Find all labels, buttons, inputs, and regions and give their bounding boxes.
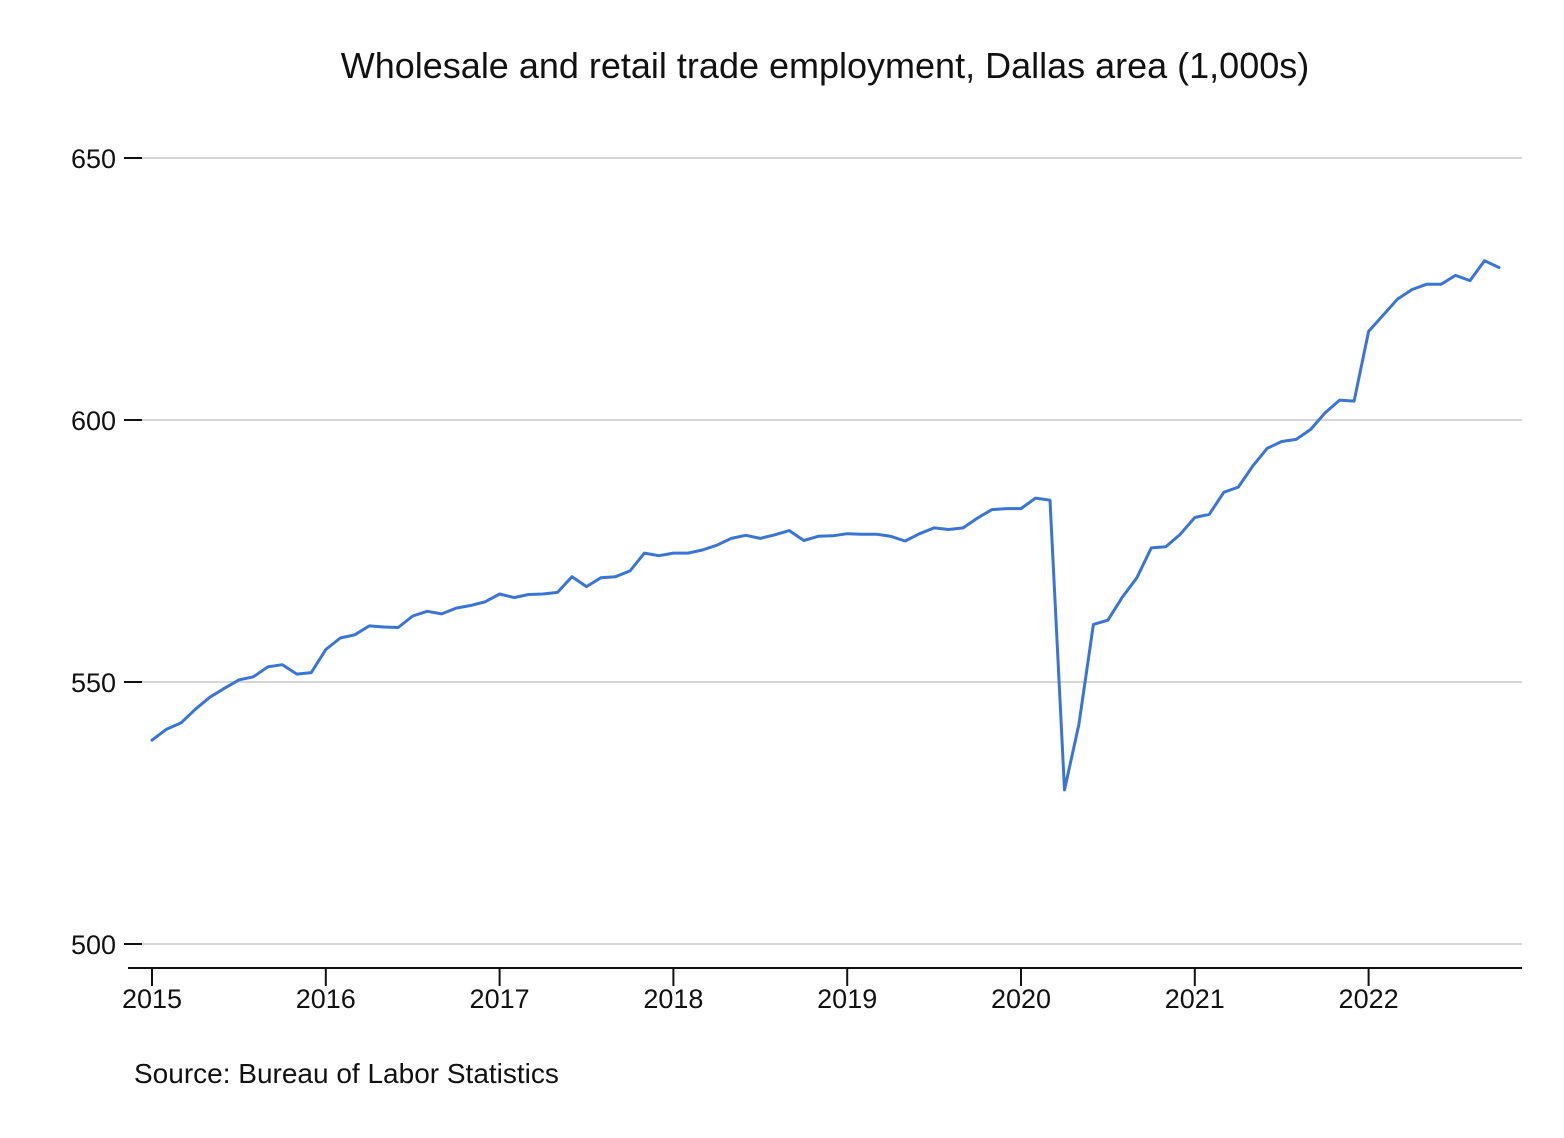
series-layer <box>150 259 1501 792</box>
x-axis: 2015 2016 2017 2018 2019 2020 2021 2022 <box>122 967 1522 1014</box>
x-tick-label-2022: 2022 <box>1339 984 1399 1014</box>
y-tick-label-650: 650 <box>71 144 116 174</box>
x-tick-label-2020: 2020 <box>991 984 1051 1014</box>
x-tick-label-2019: 2019 <box>817 984 877 1014</box>
chart-title: Wholesale and retail trade employment, D… <box>341 45 1309 86</box>
x-tick-label-2017: 2017 <box>470 984 530 1014</box>
x-tick-label-2015: 2015 <box>122 984 182 1014</box>
x-tick-label-2018: 2018 <box>643 984 703 1014</box>
gridlines <box>142 157 1522 945</box>
x-tick-label-2021: 2021 <box>1165 984 1225 1014</box>
series-line-0 <box>150 259 1501 792</box>
y-tick-label-600: 600 <box>71 406 116 436</box>
y-tick-label-500: 500 <box>71 930 116 960</box>
y-tick-label-550: 550 <box>71 668 116 698</box>
y-axis: 500 550 600 650 <box>71 144 142 960</box>
x-tick-label-2016: 2016 <box>296 984 356 1014</box>
source-note: Source: Bureau of Labor Statistics <box>134 1058 559 1089</box>
